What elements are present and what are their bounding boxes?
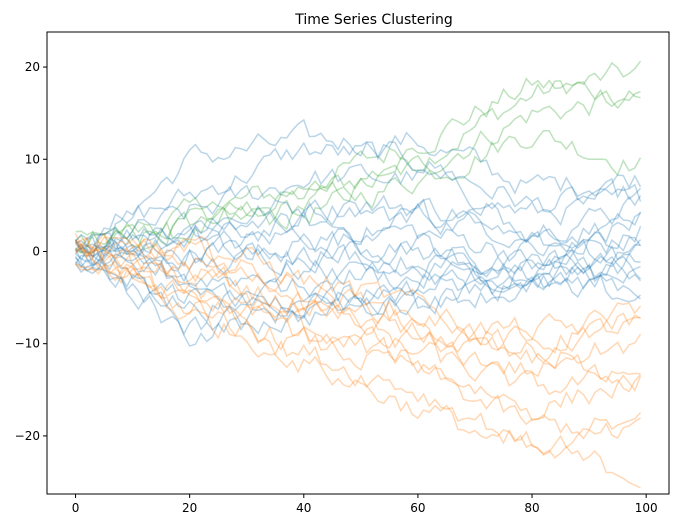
y-tick-label: −10 bbox=[15, 337, 40, 351]
x-tick-label: 80 bbox=[524, 501, 539, 515]
y-tick-label: 0 bbox=[32, 244, 40, 258]
series-line-blue bbox=[74, 198, 641, 266]
series-line-orange bbox=[74, 238, 642, 364]
series-layer bbox=[74, 60, 642, 489]
series-line-blue bbox=[75, 198, 642, 282]
x-tick-label: 0 bbox=[72, 501, 80, 515]
series-line-green bbox=[75, 60, 642, 254]
series-line-green bbox=[74, 77, 641, 248]
series-line-orange bbox=[75, 246, 642, 370]
series-line-blue bbox=[74, 195, 642, 318]
series-line-orange bbox=[74, 243, 641, 383]
series-line-blue bbox=[74, 140, 642, 251]
x-tick-label: 100 bbox=[635, 501, 658, 515]
chart-title: Time Series Clustering bbox=[294, 12, 453, 28]
x-tick-label: 60 bbox=[410, 501, 425, 515]
series-line-orange bbox=[75, 237, 642, 440]
series-line-orange bbox=[74, 263, 642, 422]
series-line-orange bbox=[75, 263, 641, 489]
x-tick-label: 40 bbox=[296, 501, 311, 515]
series-line-blue bbox=[74, 225, 642, 324]
series-line-blue bbox=[74, 238, 641, 347]
series-line-blue bbox=[75, 163, 642, 251]
series-line-blue bbox=[75, 247, 641, 298]
series-line-green bbox=[75, 89, 641, 254]
y-tick-label: 20 bbox=[25, 60, 40, 74]
series-line-blue bbox=[74, 227, 642, 275]
x-tick-label: 20 bbox=[182, 501, 197, 515]
series-line-orange bbox=[74, 235, 641, 342]
series-line-blue bbox=[75, 118, 642, 263]
y-tick-label: −20 bbox=[15, 429, 40, 443]
y-tick-label: 10 bbox=[25, 152, 40, 166]
series-line-blue bbox=[74, 228, 641, 291]
series-line-orange bbox=[74, 232, 641, 354]
y-axis: −20 −10 0 10 20 bbox=[15, 60, 47, 443]
series-line-blue bbox=[75, 194, 642, 254]
series-line-orange bbox=[74, 236, 642, 396]
series-line-blue bbox=[74, 209, 642, 263]
series-line-blue bbox=[74, 252, 641, 311]
x-axis: 0 20 40 60 80 100 bbox=[72, 494, 658, 515]
plot-area-frame bbox=[46, 31, 670, 495]
series-line-blue bbox=[74, 257, 642, 336]
series-line-orange bbox=[75, 239, 641, 457]
series-line-blue bbox=[74, 240, 642, 290]
series-line-green bbox=[75, 130, 642, 249]
